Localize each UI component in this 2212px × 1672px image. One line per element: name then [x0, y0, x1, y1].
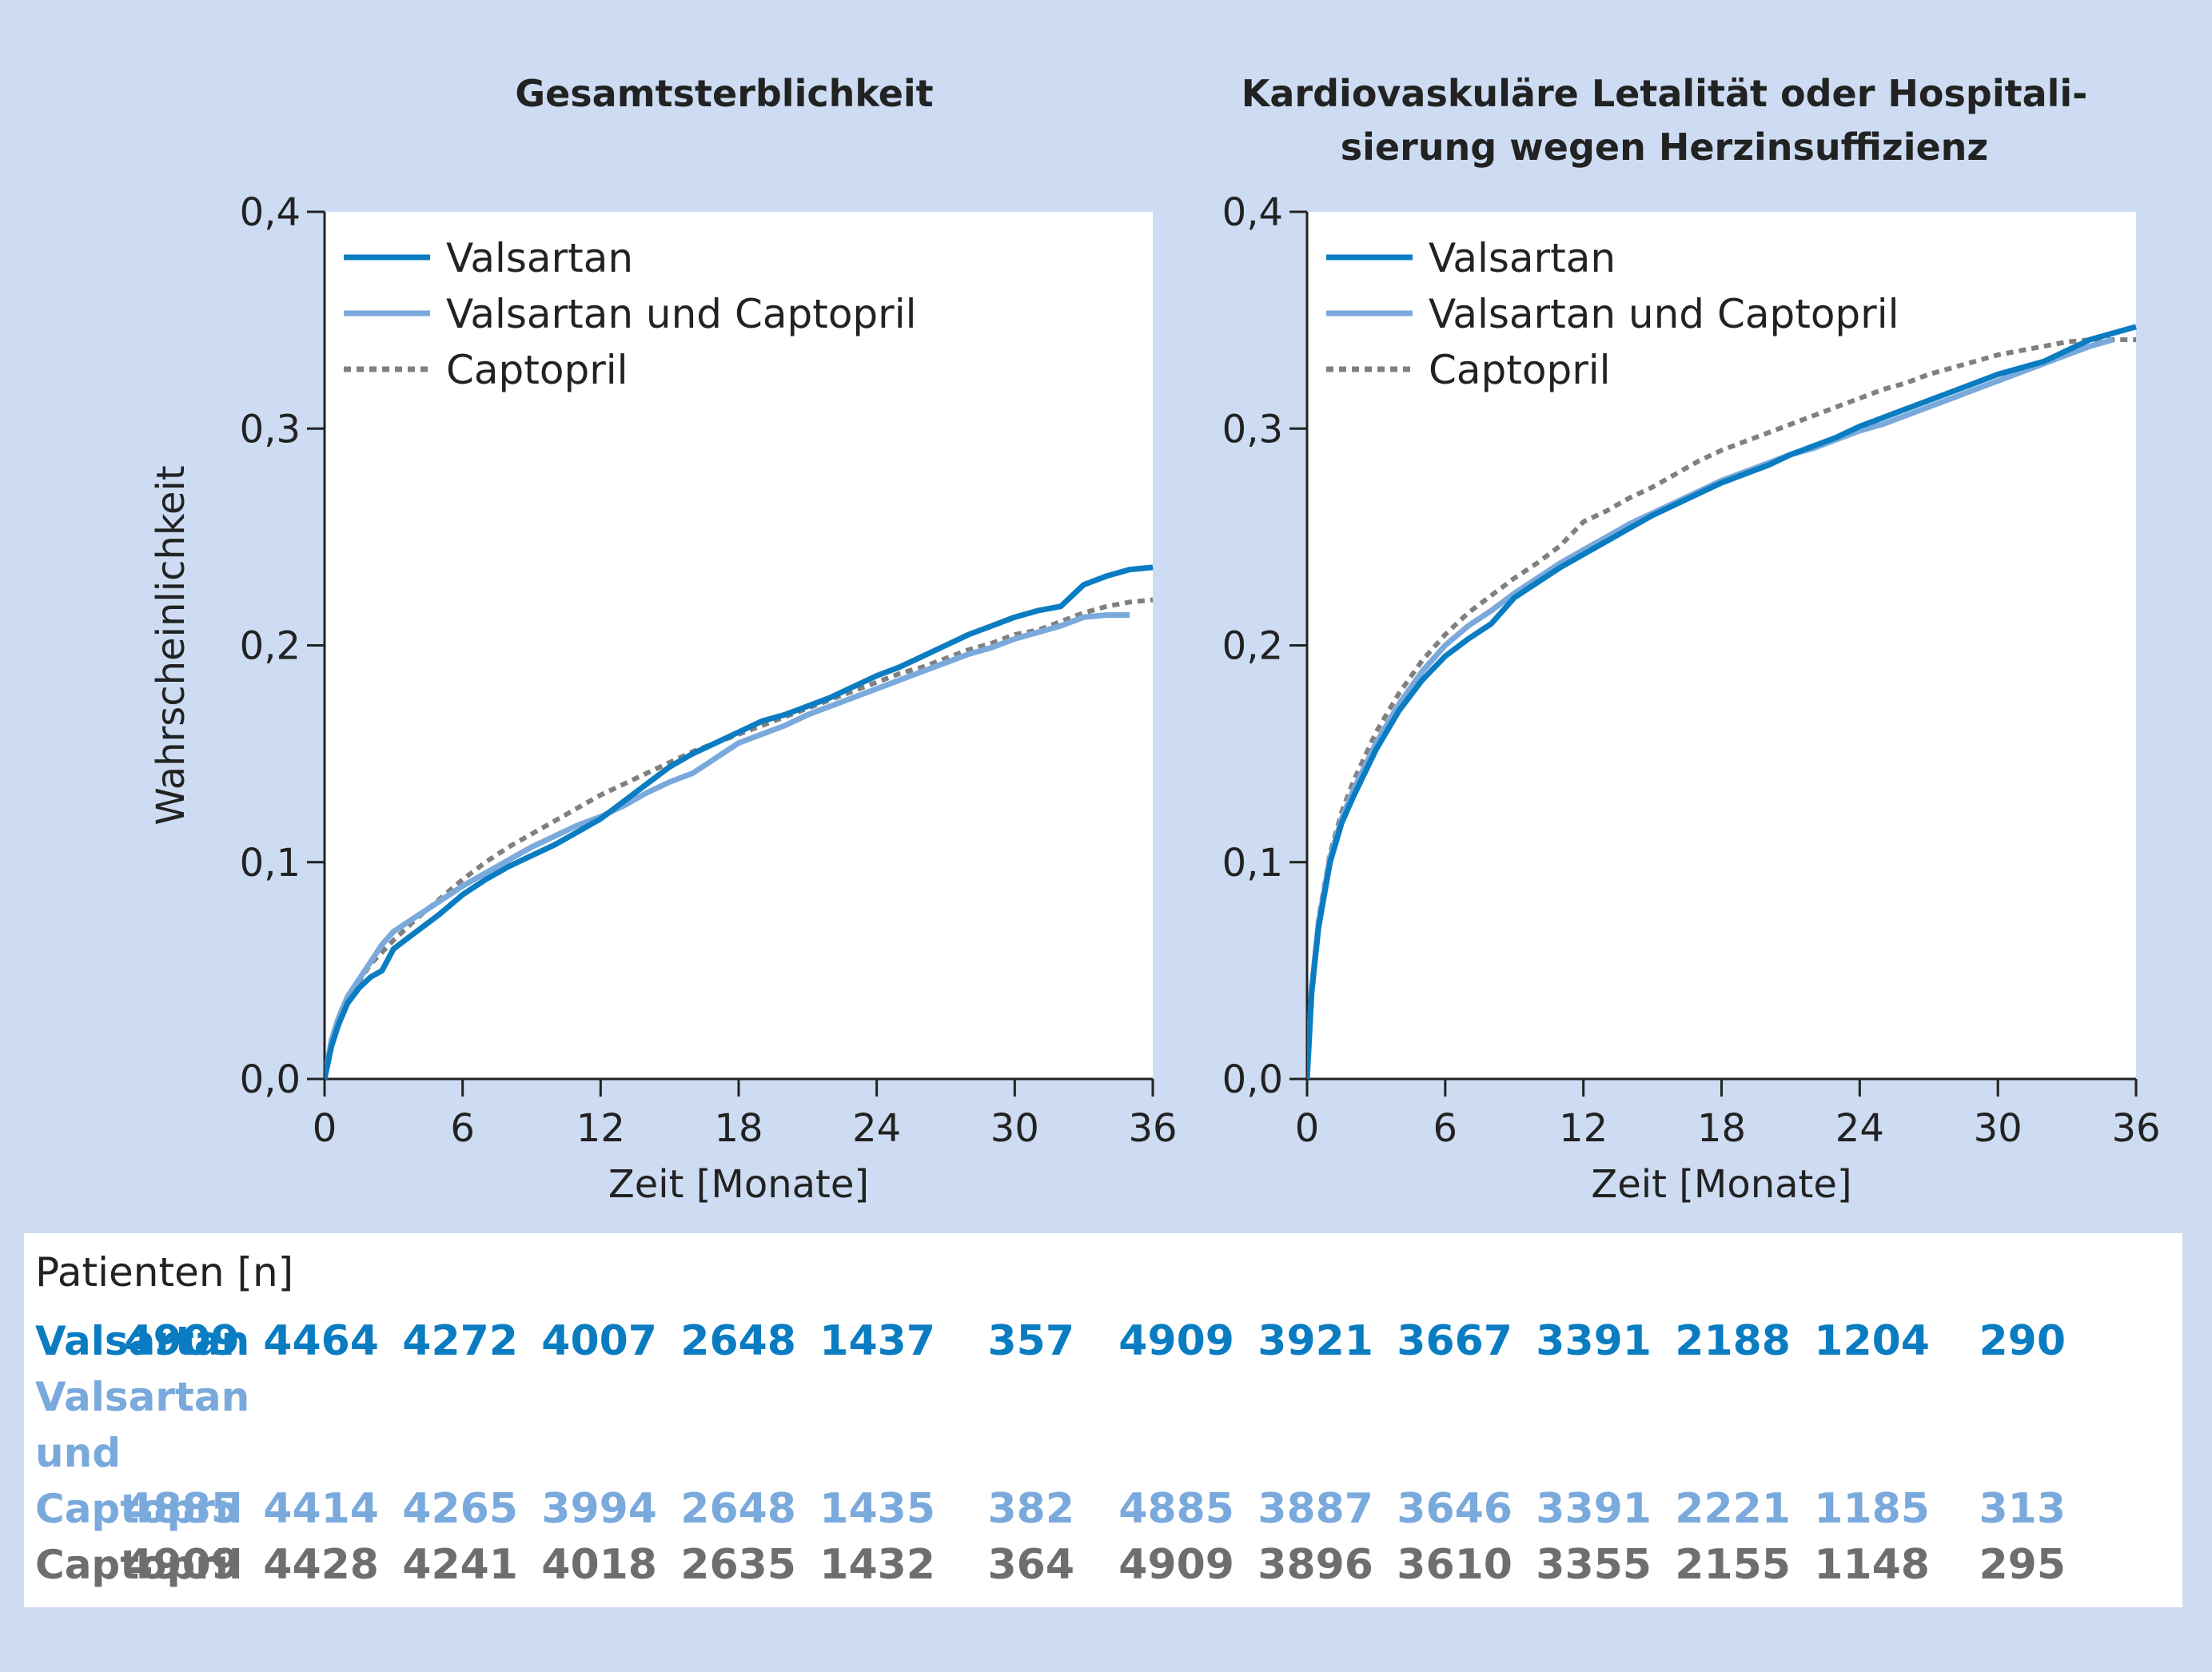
- plot-area: [1307, 212, 2136, 1079]
- y-axis-label: Wahrscheinlichkeit: [149, 465, 193, 825]
- patients-count-right: 3921: [1257, 1317, 1373, 1365]
- x-axis-label: Zeit [Monate]: [608, 1162, 869, 1207]
- y-tick-label: 0,4: [1222, 190, 1283, 235]
- legend-label: Valsartan: [446, 235, 633, 281]
- patients-count-right: 2188: [1675, 1317, 1791, 1365]
- patients-count-left: 4428: [263, 1541, 379, 1589]
- patients-count-right: 4909: [1118, 1541, 1234, 1589]
- patients-count-right: 2155: [1675, 1541, 1791, 1589]
- chart-2: Kardiovaskuläre Letalität oder Hospitali…: [1222, 72, 2161, 1207]
- patients-count-right: 1204: [1814, 1317, 1930, 1365]
- patients-count-left: 2635: [680, 1541, 796, 1589]
- y-tick-label: 0,2: [240, 624, 301, 669]
- legend-label: Captopril: [446, 347, 628, 393]
- patients-count-left: 4241: [402, 1541, 518, 1589]
- patients-count-right: 290: [1979, 1317, 2066, 1365]
- patients-count-right: 3887: [1257, 1485, 1373, 1533]
- patients-count-left: 4265: [402, 1485, 518, 1533]
- patients-count-right: 3610: [1397, 1541, 1513, 1589]
- patients-count-left: 4272: [402, 1317, 518, 1365]
- patients-count-left: 4414: [263, 1485, 379, 1533]
- patients-count-right: 3391: [1536, 1485, 1652, 1533]
- patients-count-left: 1435: [819, 1485, 935, 1533]
- y-tick-label: 0,1: [1222, 841, 1283, 886]
- y-tick-label: 0,0: [1222, 1057, 1283, 1102]
- y-tick-label: 0,3: [240, 407, 301, 452]
- y-tick-label: 0,3: [1222, 407, 1283, 452]
- y-tick-label: 0,4: [240, 190, 301, 235]
- patients-count-right: 1148: [1814, 1541, 1930, 1589]
- patients-count-right: 4885: [1118, 1485, 1234, 1533]
- patients-count-right: 313: [1979, 1485, 2066, 1533]
- x-tick-label: 18: [1697, 1106, 1746, 1151]
- legend-label: Captopril: [1429, 347, 1611, 393]
- chart-title-line: sierung wegen Herzinsuffizienz: [1341, 125, 1988, 169]
- patients-count-right: 3646: [1397, 1485, 1513, 1533]
- x-tick-label: 24: [1835, 1106, 1884, 1151]
- x-tick-label: 36: [1128, 1106, 1177, 1151]
- chart-title-line: Kardiovaskuläre Letalität oder Hospitali…: [1242, 72, 2088, 115]
- patients-count-left: 4909: [124, 1317, 240, 1365]
- patients-row-label: Valsartan: [35, 1318, 250, 1364]
- x-tick-label: 6: [450, 1106, 475, 1151]
- patients-count-left: 2648: [680, 1317, 796, 1365]
- patients-row-label: und: [35, 1430, 121, 1476]
- legend-label: Valsartan und Captopril: [1429, 291, 1899, 337]
- patients-count-left: 2648: [680, 1485, 796, 1533]
- x-tick-label: 36: [2111, 1106, 2160, 1151]
- patients-count-right: 3355: [1536, 1541, 1652, 1589]
- patients-table: Patienten [n] Valsartan 4909 4464 4272 4007 2…: [24, 1233, 2182, 1607]
- patients-count-right: 2221: [1675, 1485, 1791, 1533]
- x-tick-label: 0: [313, 1106, 337, 1151]
- y-tick-label: 0,1: [240, 841, 301, 886]
- series-line-valsartan: [325, 564, 1154, 1080]
- x-tick-label: 30: [1974, 1106, 2023, 1151]
- x-tick-label: 18: [714, 1106, 763, 1151]
- patients-count-right: 4909: [1118, 1317, 1234, 1365]
- x-tick-label: 0: [1295, 1106, 1320, 1151]
- patients-count-right: 295: [1979, 1541, 2066, 1589]
- x-tick-label: 12: [576, 1106, 625, 1151]
- patients-count-right: 3896: [1257, 1541, 1373, 1589]
- y-tick-label: 0,2: [1222, 624, 1283, 669]
- patients-row-label: Captopril: [35, 1486, 243, 1532]
- legend-label: Valsartan: [1429, 235, 1616, 281]
- series-line-captopril: [1307, 337, 2136, 1080]
- series-line-valsartan: [1307, 324, 2137, 1080]
- x-tick-label: 6: [1433, 1106, 1458, 1151]
- chart-1: Gesamtsterblichkeit 0,0 0,1 0,2 0,3 0,4 0 6 12 18…: [149, 72, 1178, 1207]
- patients-row-label: Valsartan: [35, 1374, 250, 1420]
- patients-count-left: 357: [987, 1317, 1074, 1365]
- patients-count-left: 4885: [124, 1485, 240, 1533]
- patients-count-left: 4007: [541, 1317, 657, 1365]
- x-axis-label: Zeit [Monate]: [1591, 1162, 1851, 1207]
- patients-row-label: Captopril: [35, 1542, 243, 1588]
- x-tick-label: 24: [852, 1106, 901, 1151]
- patients-count-left: 3994: [541, 1485, 657, 1533]
- series-line-valsartan-und-captopril: [325, 612, 1130, 1080]
- y-tick-label: 0,0: [240, 1057, 301, 1102]
- patients-count-right: 3391: [1536, 1317, 1652, 1365]
- patients-count-left: 1437: [819, 1317, 935, 1365]
- patients-count-left: 1432: [819, 1541, 935, 1589]
- patients-count-right: 1185: [1814, 1485, 1930, 1533]
- patients-count-left: 4464: [263, 1317, 379, 1365]
- plot-area: [325, 212, 1153, 1079]
- patients-count-left: 4018: [541, 1541, 657, 1589]
- legend-label: Valsartan und Captopril: [446, 291, 917, 337]
- patients-count-left: 4909: [124, 1541, 240, 1589]
- x-tick-label: 12: [1559, 1106, 1608, 1151]
- chart-title-line: Gesamtsterblichkeit: [515, 72, 933, 115]
- patients-title: Patienten [n]: [35, 1249, 294, 1296]
- patients-count-right: 3667: [1397, 1317, 1513, 1365]
- patients-count-left: 382: [987, 1485, 1074, 1533]
- figure: Gesamtsterblichkeit 0,0 0,1 0,2 0,3 0,4 0 6 12 18…: [149, 72, 2161, 1207]
- x-tick-label: 30: [990, 1106, 1039, 1151]
- patients-count-left: 364: [987, 1541, 1074, 1589]
